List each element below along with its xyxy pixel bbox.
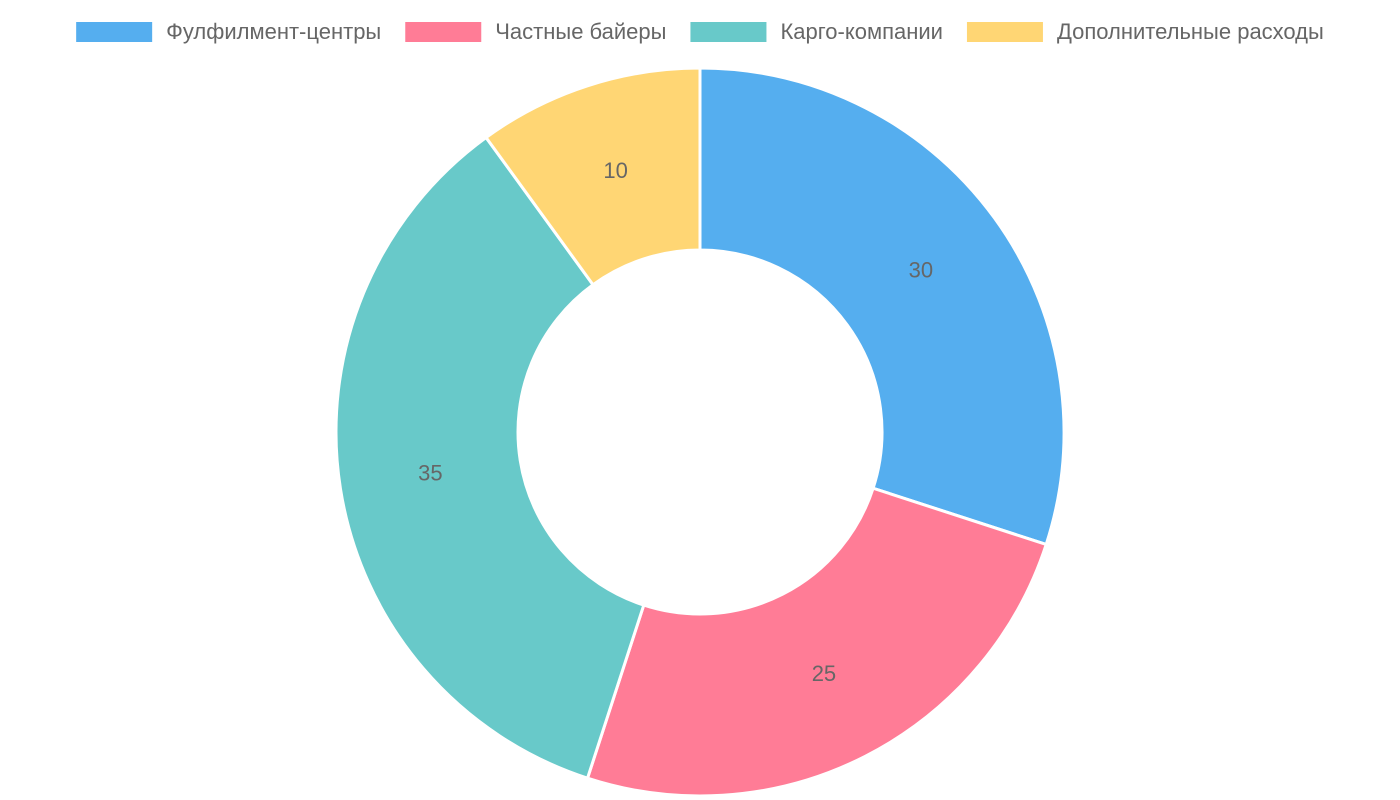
legend-swatch: [76, 22, 153, 42]
legend-swatch: [690, 22, 767, 42]
legend-label: Дополнительные расходы: [1057, 19, 1324, 44]
data-label: 30: [909, 257, 933, 282]
slice: [483, 66, 702, 287]
data-label: 10: [603, 158, 627, 183]
slice: [698, 66, 1066, 547]
legend-label: Фулфилмент-центры: [166, 19, 381, 44]
legend-swatch: [405, 22, 482, 42]
slice: [334, 135, 646, 781]
legend-label: Частные байеры: [495, 19, 666, 44]
slice: [585, 486, 1049, 798]
legend-swatch: [966, 22, 1043, 42]
legend: Фулфилмент-центры Частные байеры Карго-ком…: [76, 19, 1324, 44]
data-label: 25: [812, 661, 836, 686]
data-label: 35: [418, 461, 442, 486]
legend-label: Карго-компании: [780, 19, 943, 44]
